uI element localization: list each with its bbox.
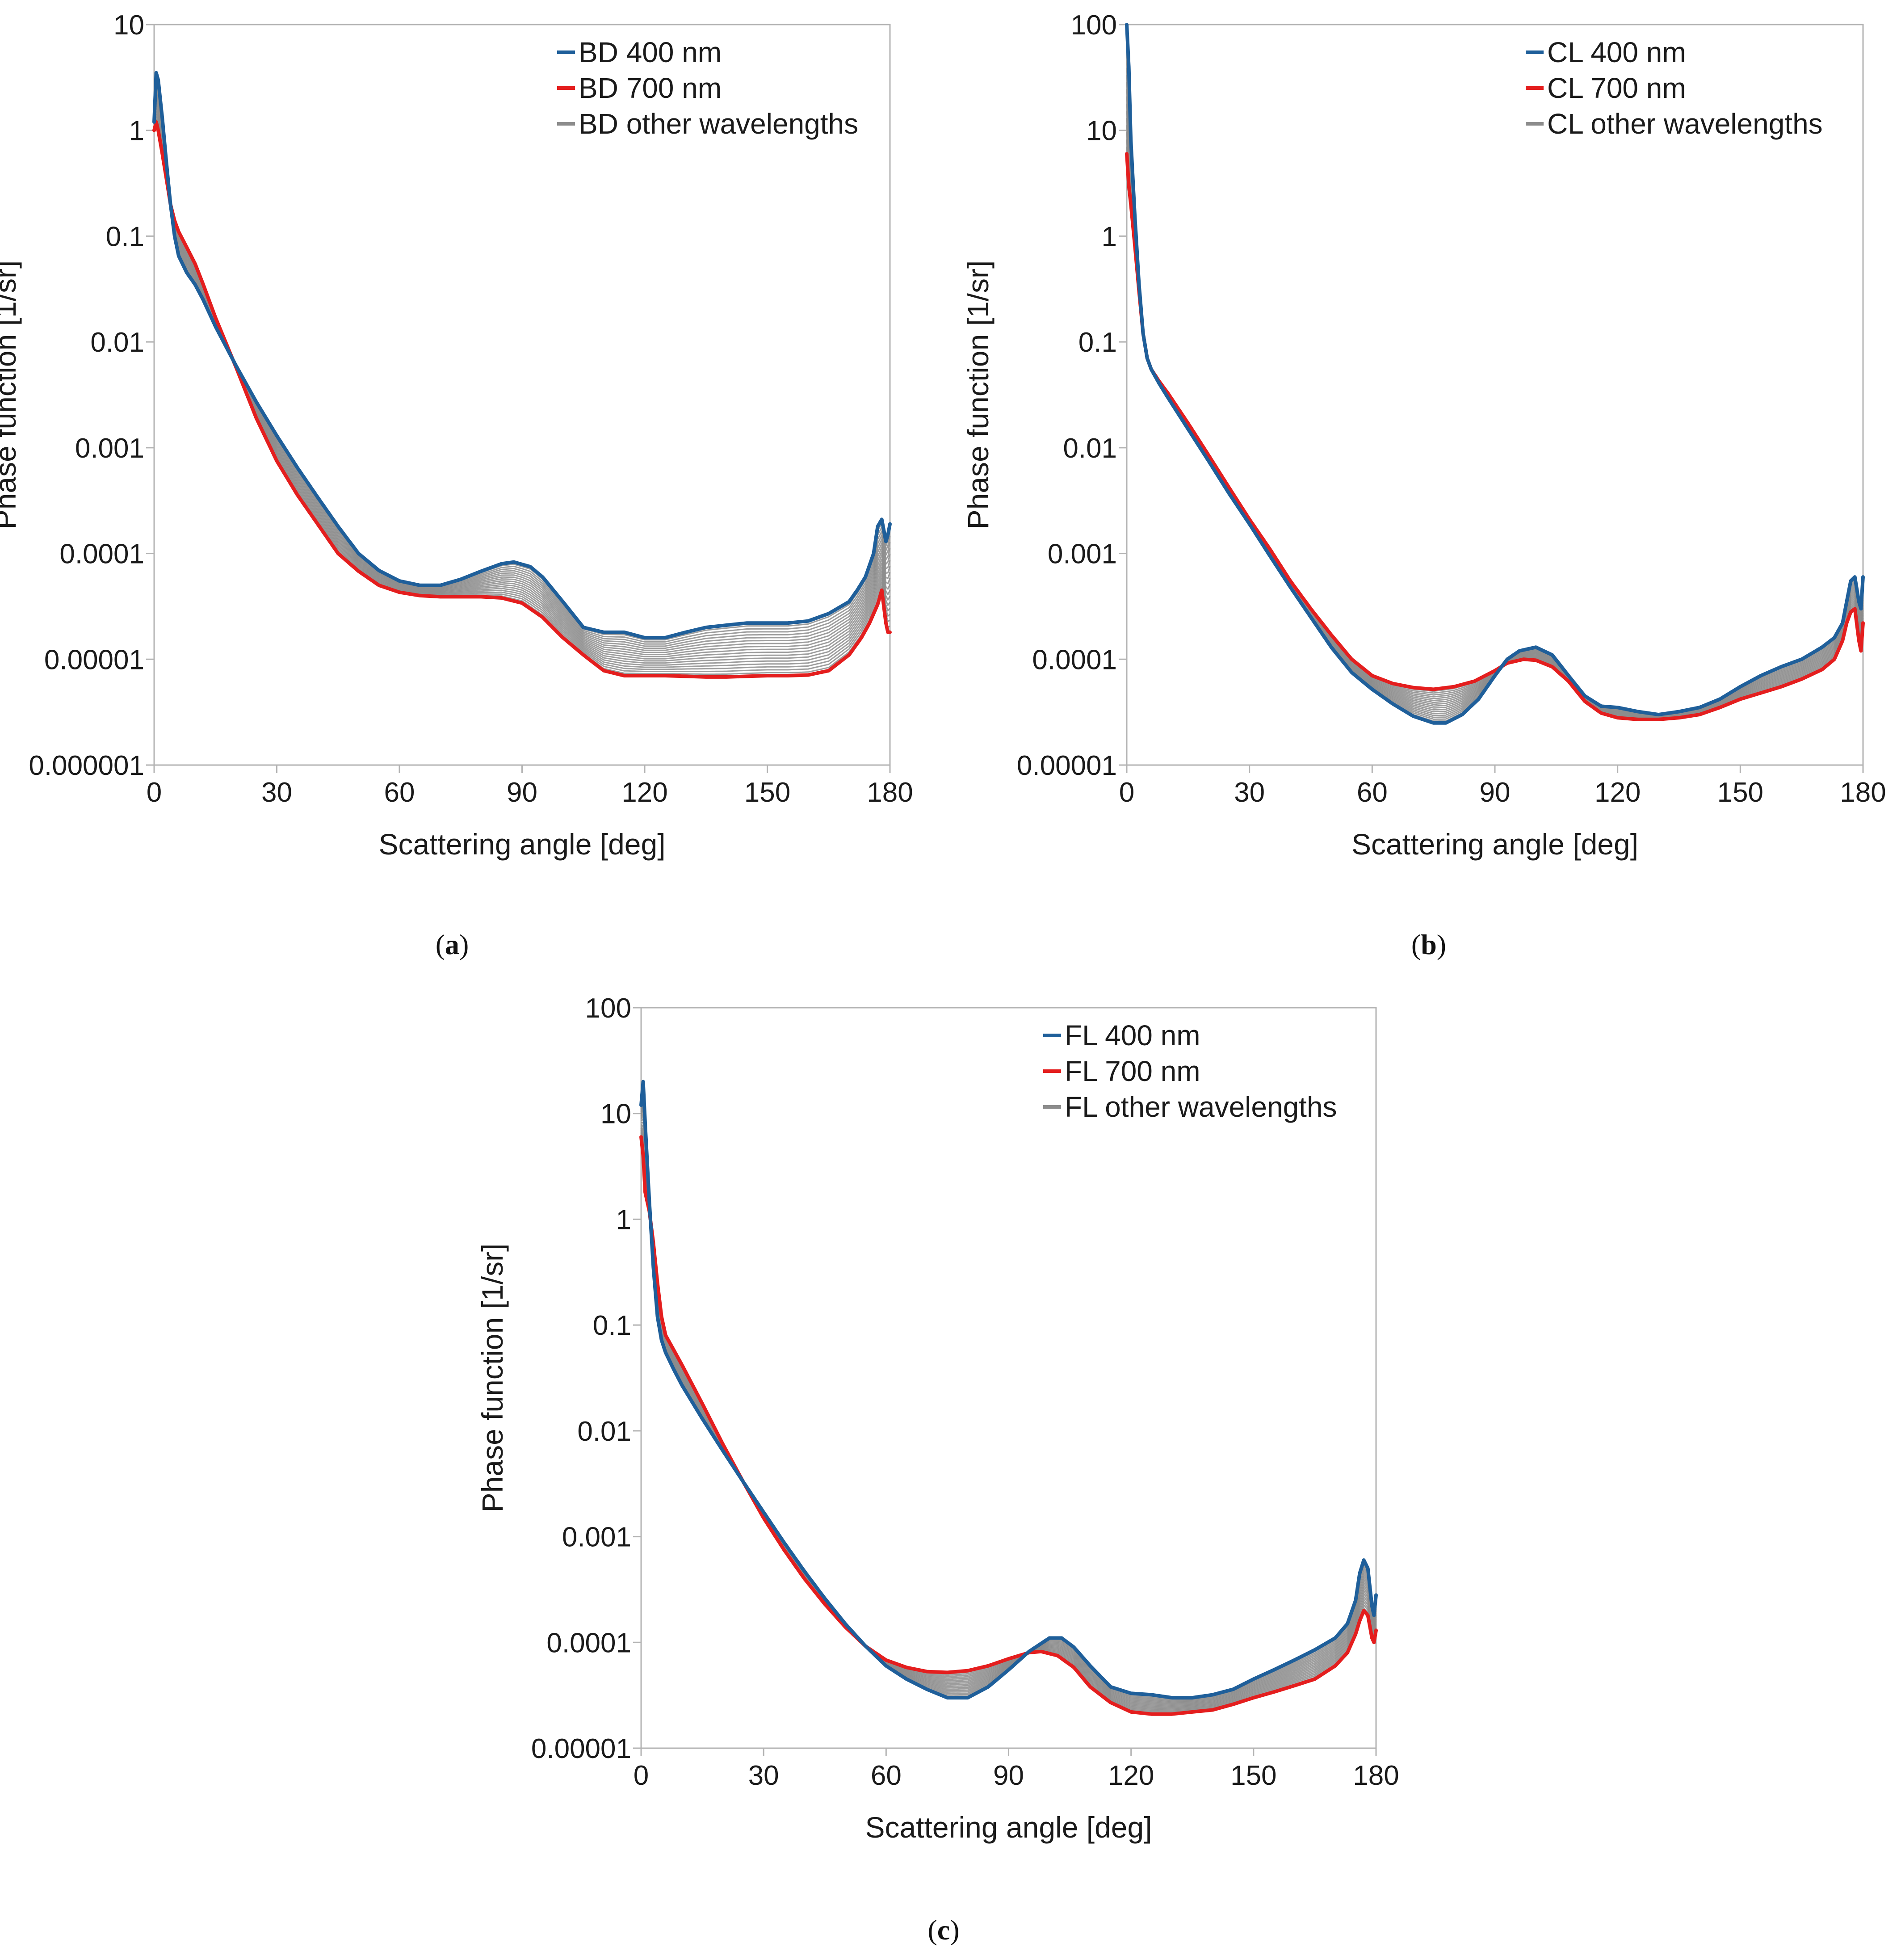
y-axis-title: Phase function [1/sr] (0, 261, 22, 530)
legend-label: BD 700 nm (579, 72, 722, 104)
y-tick-label: 0.000001 (29, 750, 144, 781)
caption-b: (b) (1411, 929, 1446, 960)
x-tick-label: 180 (867, 777, 913, 808)
band-line (153, 86, 891, 649)
y-tick-label: 0.00001 (44, 644, 144, 675)
y-tick-label: 100 (585, 993, 631, 1024)
x-tick-label: 60 (1357, 777, 1388, 808)
x-tick-label: 90 (507, 777, 537, 808)
x-axis-title: Scattering angle [deg] (378, 828, 665, 861)
x-axis-title: Scattering angle [deg] (865, 1811, 1152, 1844)
x-tick-label: 150 (1717, 777, 1763, 808)
legend-label: FL 700 nm (1065, 1055, 1200, 1087)
y-tick-label: 10 (600, 1099, 631, 1130)
series-line-700nm (639, 1135, 1378, 1716)
x-tick-label: 180 (1353, 1760, 1399, 1791)
band-line (153, 84, 891, 647)
y-tick-label: 0.0001 (59, 539, 144, 570)
y-axis-title: Phase function [1/sr] (476, 1244, 509, 1513)
y-tick-label: 10 (113, 10, 144, 41)
series-line-400nm (152, 71, 892, 639)
legend-label: CL 400 nm (1547, 36, 1686, 68)
y-tick-label: 0.0001 (546, 1628, 631, 1658)
x-tick-label: 120 (621, 777, 667, 808)
y-tick-label: 0.00001 (1017, 750, 1117, 781)
chart-panel-c: 0.00001 0.0001 0.001 0.01 0.1 1 10 100 0 30 60 90 12… (476, 993, 1399, 1844)
legend: BD 400 nm BD 700 nm BD other wavelengths (557, 36, 858, 140)
x-tick-label: 150 (744, 777, 790, 808)
x-tick-label: 120 (1595, 777, 1641, 808)
band-line (153, 80, 891, 645)
y-tick-label: 0.001 (75, 433, 144, 464)
chart-panel-a: 0.000001 0.00001 0.0001 0.001 0.01 0.1 1 10 0 30 6… (0, 10, 913, 861)
x-tick-label: 60 (384, 777, 415, 808)
x-tick-label: 0 (147, 777, 162, 808)
series-line-400nm (1125, 23, 1865, 725)
y-axis-title: Phase function [1/sr] (961, 261, 995, 530)
x-tick-label: 150 (1230, 1760, 1276, 1791)
x-tick-label: 30 (748, 1760, 779, 1791)
y-tick-label: 100 (1071, 10, 1117, 41)
legend-label: BD other wavelengths (579, 108, 858, 140)
x-tick-label: 30 (261, 777, 292, 808)
x-tick-label: 0 (1119, 777, 1134, 808)
y-tick-label: 0.01 (577, 1416, 631, 1447)
x-tick-label: 60 (871, 1760, 902, 1791)
legend-label: FL other wavelengths (1065, 1091, 1337, 1123)
x-tick-label: 120 (1108, 1760, 1154, 1791)
legend-label: FL 400 nm (1065, 1019, 1200, 1052)
y-tick-label: 0.001 (1048, 539, 1117, 570)
y-tick-label: 1 (616, 1204, 631, 1235)
y-tick-label: 10 (1086, 116, 1117, 147)
band-line (153, 94, 891, 656)
y-tick-label: 1 (1102, 221, 1117, 252)
y-tick-label: 0.1 (593, 1310, 631, 1341)
y-tick-label: 0.01 (1063, 433, 1117, 464)
y-tick-label: 0.0001 (1032, 644, 1117, 675)
y-tick-label: 0.00001 (531, 1733, 631, 1764)
y-tick-label: 0.01 (90, 327, 144, 358)
x-axis-title: Scattering angle [deg] (1351, 828, 1638, 861)
series-line-400nm (639, 1080, 1378, 1700)
y-tick-label: 0.1 (1078, 327, 1117, 358)
series-line-700nm (152, 120, 892, 679)
legend: CL 400 nm CL 700 nm CL other wavelengths (1526, 36, 1823, 140)
caption-a: (a) (436, 929, 469, 960)
y-tick-label: 1 (129, 116, 144, 147)
legend-label: CL 700 nm (1547, 72, 1686, 104)
x-tick-label: 180 (1840, 777, 1886, 808)
band-line (153, 89, 891, 651)
x-tick-label: 90 (1480, 777, 1511, 808)
y-tick-label: 0.001 (562, 1522, 631, 1553)
x-tick-label: 0 (634, 1760, 649, 1791)
y-tick-label: 0.1 (106, 221, 144, 252)
x-tick-label: 90 (993, 1760, 1024, 1791)
legend-label: BD 400 nm (579, 36, 722, 68)
caption-c: (c) (927, 1914, 959, 1946)
chart-panel-b: 0.00001 0.0001 0.001 0.01 0.1 1 10 100 0 30 60 90 12… (961, 10, 1886, 861)
legend-label: CL other wavelengths (1547, 108, 1823, 140)
x-tick-label: 30 (1234, 777, 1265, 808)
